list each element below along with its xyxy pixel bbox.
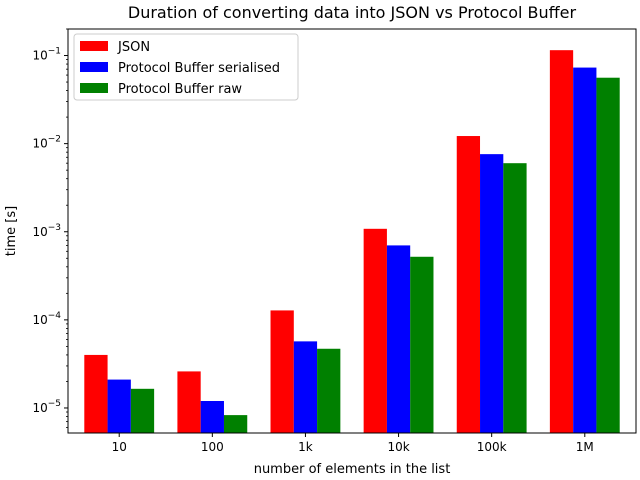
y-axis-label: time [s]: [4, 206, 19, 256]
bar-protocol-buffer-serialised-100k: [480, 154, 504, 433]
bar-protocol-buffer-serialised-1k: [293, 341, 318, 433]
legend-swatch: [80, 62, 108, 72]
bar-protocol-buffer-raw-1M: [596, 77, 620, 434]
bar-json-10k: [363, 228, 387, 433]
bar-protocol-buffer-raw-100: [223, 415, 248, 433]
legend-swatch: [80, 83, 108, 93]
legend-label: JSON: [117, 40, 150, 55]
bar-protocol-buffer-serialised-10: [107, 379, 131, 433]
chart-title: Duration of converting data into JSON vs…: [128, 3, 577, 22]
legend-swatch: [80, 41, 108, 51]
x-tick-label: 1M: [576, 440, 594, 454]
bar-json-10: [84, 354, 108, 433]
legend-label: Protocol Buffer serialised: [118, 61, 280, 76]
bar-json-1k: [270, 310, 294, 433]
y-tick-label: 10−5: [32, 399, 61, 415]
bar-json-1M: [549, 50, 574, 434]
bars-layer: [84, 50, 620, 434]
legend: JSON Protocol Buffer serialised Protocol B…: [73, 33, 299, 101]
y-tick-label: 10−4: [32, 311, 61, 327]
y-axis: 10−5 10−4 10−3 10−2 10−1: [32, 28, 68, 428]
y-tick-label: 10−2: [32, 135, 61, 151]
legend-label: Protocol Buffer raw: [118, 82, 242, 97]
bar-protocol-buffer-raw-10: [130, 388, 155, 433]
bar-protocol-buffer-serialised-100: [200, 401, 224, 433]
bar-protocol-buffer-raw-100k: [503, 163, 527, 433]
y-tick-label: 10−3: [32, 223, 61, 239]
x-tick-label: 100: [201, 440, 224, 454]
legend-box: [73, 33, 299, 101]
bar-json-100: [177, 371, 201, 433]
x-tick-label: 10k: [387, 440, 409, 454]
bar-protocol-buffer-serialised-10k: [386, 245, 411, 433]
bar-protocol-buffer-serialised-1M: [573, 67, 597, 433]
bar-protocol-buffer-raw-10k: [410, 256, 434, 433]
plot-frame: [67, 28, 637, 434]
x-tick-label: 10: [112, 440, 127, 454]
x-axis-label: number of elements in the list: [254, 462, 451, 477]
x-tick-label: 100k: [477, 440, 507, 454]
x-axis: 10 100 1k 10k 100k 1M: [112, 433, 594, 454]
x-tick-label: 1k: [298, 440, 313, 454]
bar-json-100k: [456, 136, 481, 433]
bar-protocol-buffer-raw-1k: [317, 348, 341, 433]
y-tick-label: 10−1: [32, 47, 61, 63]
